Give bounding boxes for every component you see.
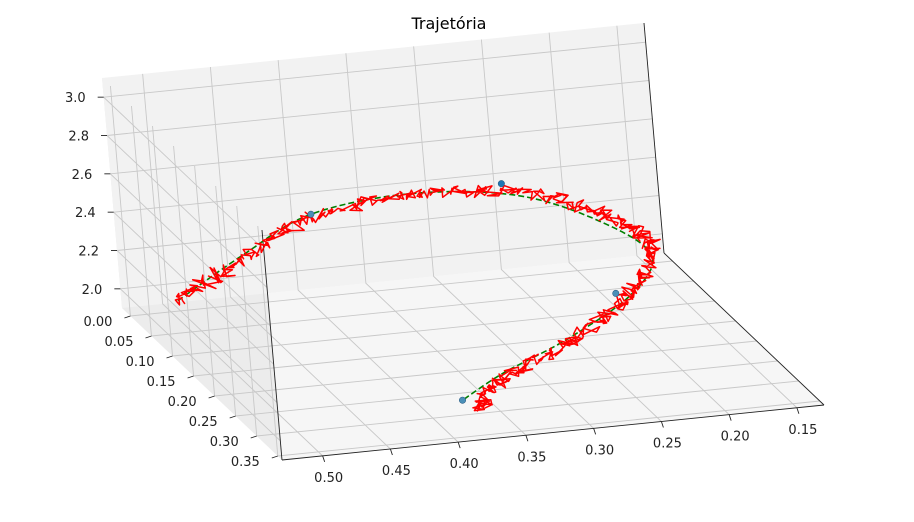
x-tick-label: 0.25 xyxy=(653,437,682,452)
grid-x xyxy=(142,73,323,457)
x-tick xyxy=(525,435,529,442)
waypoint-marker xyxy=(307,210,315,218)
x-tick-label: 0.30 xyxy=(585,443,614,458)
chart-title: Trajetória xyxy=(411,14,487,33)
axis-line xyxy=(643,22,665,254)
y-tick xyxy=(229,415,236,419)
z-tick-label: 2.6 xyxy=(72,168,93,183)
y-tick-label: 0.25 xyxy=(189,415,218,430)
tick-labels: 0.50 0.45 0.40 0.35 0.30 0.25 0.20 0.15 0.00 0.05… xyxy=(65,91,817,486)
grid-x xyxy=(209,66,391,450)
y-tick xyxy=(187,375,194,379)
back-pane xyxy=(102,23,664,308)
grid-x xyxy=(277,60,459,443)
x-tick xyxy=(389,448,393,456)
y-tick-label: 0.10 xyxy=(126,355,155,370)
x-tick-label: 0.50 xyxy=(314,471,343,486)
z-tick-label: 2.2 xyxy=(78,245,99,260)
y-tick xyxy=(271,455,278,459)
y-tick-label: 0.15 xyxy=(147,375,176,390)
x-tick-label: 0.35 xyxy=(517,450,546,465)
x-tick xyxy=(322,455,326,463)
waypoint-marker xyxy=(612,289,620,297)
trajectory-lines xyxy=(174,183,661,412)
y-tick xyxy=(250,435,257,439)
y-tick xyxy=(124,315,131,319)
y-tick xyxy=(145,335,152,339)
y-tick xyxy=(166,355,173,359)
z-tick-label: 3.0 xyxy=(65,91,86,106)
z-tick-label: 2.8 xyxy=(68,130,89,145)
axis-panes xyxy=(102,23,824,460)
grid-x xyxy=(413,46,594,429)
z-tick-label: 2.0 xyxy=(82,283,103,298)
grid-x xyxy=(548,32,730,415)
y-tick-label: 0.35 xyxy=(231,455,260,470)
axis-line xyxy=(663,252,825,406)
x-tick xyxy=(593,428,597,435)
x-tick xyxy=(660,421,664,428)
x-tick xyxy=(728,414,732,421)
floor-pane xyxy=(122,253,824,460)
waypoint-markers xyxy=(307,180,620,404)
y-tick-label: 0.20 xyxy=(168,395,197,410)
y-tick-label: 0.05 xyxy=(105,335,134,350)
y-tick xyxy=(208,395,215,399)
grid-x xyxy=(345,53,527,436)
x-tick xyxy=(796,407,800,414)
y-tick-label: 0.30 xyxy=(210,435,239,450)
y-tick-label: 0.00 xyxy=(83,315,112,330)
axis-line xyxy=(281,404,825,461)
x-tick-label: 0.45 xyxy=(382,464,411,479)
series-1 xyxy=(174,183,661,412)
grid-x xyxy=(616,25,798,409)
x-tick-label: 0.40 xyxy=(450,457,479,472)
z-tick-label: 2.4 xyxy=(75,206,96,221)
waypoint-marker xyxy=(459,396,467,404)
x-tick xyxy=(457,441,461,449)
waypoint-marker xyxy=(497,180,505,188)
axis-line xyxy=(261,229,283,461)
x-tick-label: 0.15 xyxy=(788,423,817,438)
x-tick-label: 0.20 xyxy=(721,430,750,445)
grid-x xyxy=(480,39,662,422)
